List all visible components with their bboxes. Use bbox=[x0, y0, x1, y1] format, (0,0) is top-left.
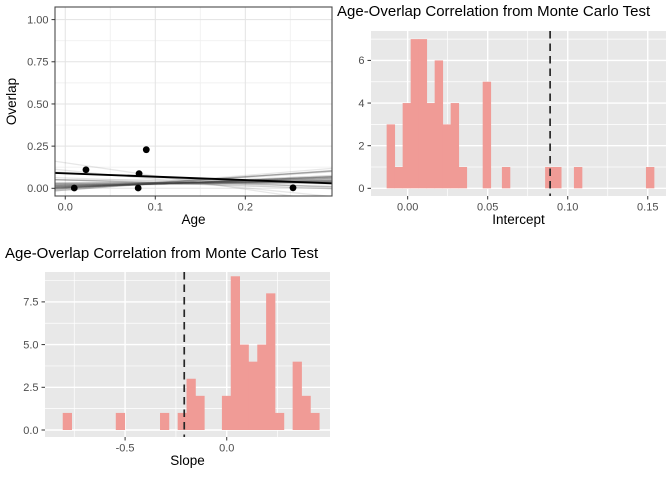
y-tick-label: 6 bbox=[358, 55, 364, 67]
scatter-plot: 0.0 0.1 0.2 0.00 0.25 0.50 0.75 1.00 bbox=[27, 6, 333, 214]
y-tick-label: 1.00 bbox=[27, 14, 48, 26]
gridlines bbox=[55, 7, 332, 196]
histogram-bar bbox=[257, 344, 267, 430]
x-tick-label: -0.5 bbox=[116, 443, 135, 455]
intercept-histogram: 0.00 0.05 0.10 0.15 0 2 4 6 bbox=[358, 31, 666, 214]
histogram-bar bbox=[450, 103, 460, 189]
histogram-bar bbox=[482, 81, 492, 189]
histogram-bar bbox=[458, 167, 468, 189]
slope-histogram: -0.5 0.0 0.0 2.5 5.0 7.5 bbox=[23, 272, 330, 455]
fit-line bbox=[55, 171, 332, 185]
axis-ticks: 0.00 0.05 0.10 0.15 0 2 4 6 bbox=[358, 55, 658, 213]
histogram-bar bbox=[386, 124, 396, 189]
data-points bbox=[70, 146, 297, 192]
y-tick-label: 5.0 bbox=[23, 339, 38, 351]
histogram-bar bbox=[434, 60, 444, 189]
histogram-bar bbox=[177, 412, 187, 430]
intercept-bars bbox=[386, 39, 655, 189]
histogram-bar bbox=[62, 412, 72, 430]
y-tick-label: 2 bbox=[358, 140, 364, 152]
intercept-plot-title: Age-Overlap Correlation from Monte Carlo… bbox=[337, 3, 651, 20]
y-tick-label: 0.0 bbox=[23, 425, 38, 437]
panel-border bbox=[54, 6, 333, 197]
slope-bars bbox=[62, 276, 320, 430]
x-tick-label: 0.0 bbox=[58, 202, 73, 214]
histogram-bar bbox=[553, 167, 562, 189]
histogram-bar bbox=[501, 167, 511, 189]
histogram-bar bbox=[310, 412, 320, 430]
data-point bbox=[289, 184, 297, 192]
y-tick-label: 0 bbox=[358, 183, 364, 195]
y-tick-label: 0.75 bbox=[27, 57, 48, 69]
histogram-bar bbox=[248, 361, 258, 430]
x-tick-label: 0.2 bbox=[238, 202, 253, 214]
histogram-bar bbox=[239, 344, 249, 430]
y-tick-label: 7.5 bbox=[23, 297, 38, 309]
histogram-bar bbox=[115, 412, 126, 430]
x-tick-label: 0.0 bbox=[219, 443, 234, 455]
histogram-bar bbox=[402, 103, 412, 189]
histogram-bar bbox=[292, 361, 302, 430]
y-tick-label: 2.5 bbox=[23, 382, 38, 394]
x-tick-label: 0.00 bbox=[397, 202, 418, 214]
histogram-bar bbox=[410, 39, 420, 189]
data-point bbox=[70, 184, 78, 192]
x-tick-label: 0.1 bbox=[148, 202, 163, 214]
slope-plot-title: Age-Overlap Correlation from Monte Carlo… bbox=[5, 245, 319, 262]
histogram-bar bbox=[545, 167, 554, 189]
x-tick-label: 0.10 bbox=[557, 202, 578, 214]
histogram-bar bbox=[645, 167, 655, 189]
histogram-bar bbox=[301, 395, 311, 430]
slope-x-axis-label: Slope bbox=[170, 453, 205, 468]
histogram-bar bbox=[274, 412, 285, 430]
histogram-bar bbox=[426, 103, 436, 189]
y-tick-label: 4 bbox=[358, 98, 364, 110]
histogram-bar bbox=[266, 293, 276, 430]
axis-ticks: -0.5 0.0 0.0 2.5 5.0 7.5 bbox=[23, 297, 234, 455]
scatter-panel bbox=[55, 7, 332, 196]
histogram-bar bbox=[394, 167, 404, 189]
data-point bbox=[134, 184, 142, 192]
x-tick-label: 0.15 bbox=[637, 202, 658, 214]
histogram-bar bbox=[160, 412, 170, 430]
intercept-x-axis-label: Intercept bbox=[492, 212, 545, 227]
axis-ticks: 0.0 0.1 0.2 0.00 0.25 0.50 0.75 1.00 bbox=[27, 14, 253, 213]
x-tick-label: 0.05 bbox=[477, 202, 498, 214]
histogram-bar bbox=[221, 395, 232, 430]
data-point bbox=[82, 166, 90, 174]
scatter-y-axis-label: Overlap bbox=[4, 77, 19, 126]
histogram-bar bbox=[230, 276, 240, 430]
histogram-bar bbox=[195, 395, 205, 430]
histogram-bar bbox=[573, 167, 583, 189]
histogram-bar bbox=[418, 39, 428, 189]
histogram-bar bbox=[442, 124, 452, 189]
data-point bbox=[142, 146, 150, 154]
histogram-bar bbox=[186, 378, 196, 430]
y-tick-label: 0.25 bbox=[27, 141, 48, 153]
scatter-x-axis-label: Age bbox=[181, 212, 206, 227]
y-tick-label: 0.00 bbox=[27, 183, 48, 195]
y-tick-label: 0.50 bbox=[27, 99, 48, 111]
data-point bbox=[135, 170, 143, 178]
